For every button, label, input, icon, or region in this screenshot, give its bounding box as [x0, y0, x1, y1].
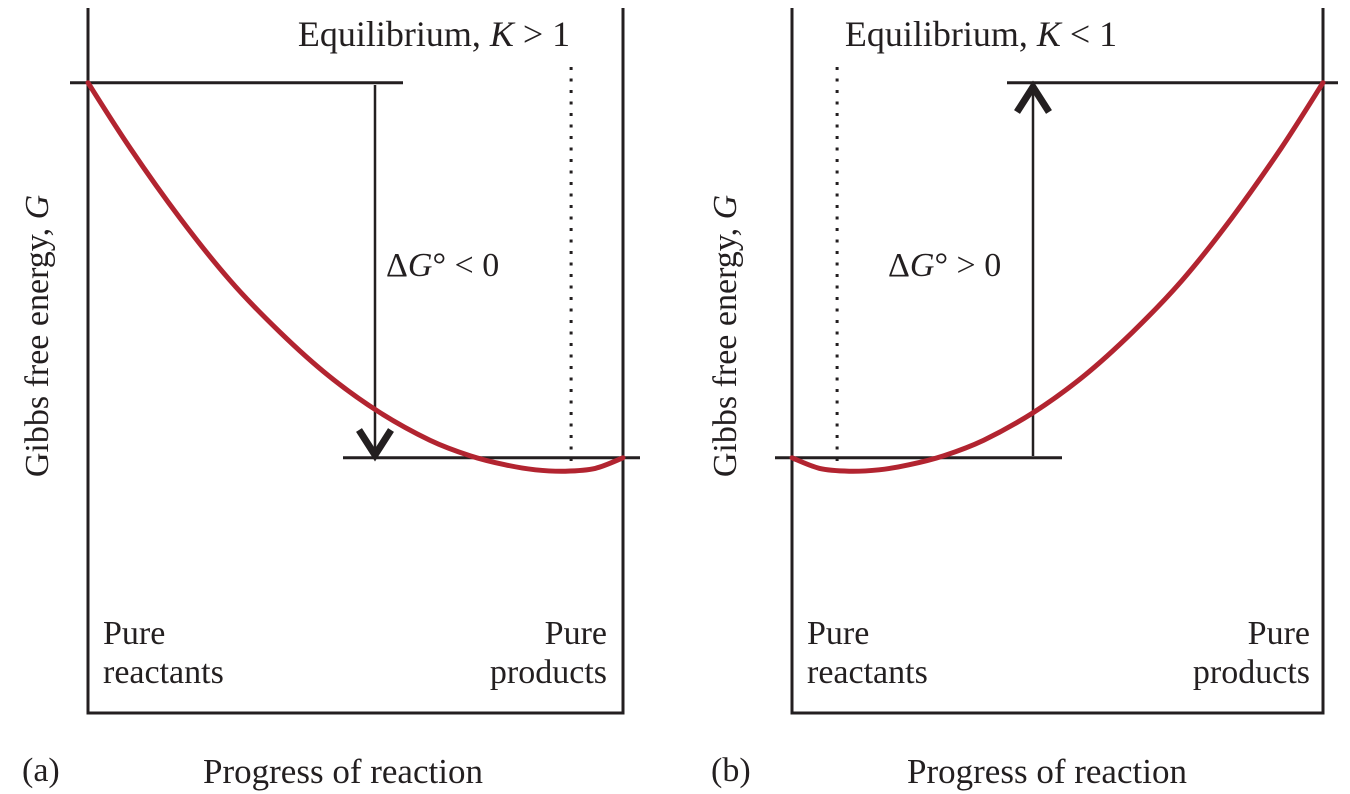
panel-a-pure-reactants-line1: Pure: [103, 615, 166, 652]
gibbs-curve-b: [789, 80, 1326, 474]
panel-a-title-k-symbol: K: [489, 14, 514, 54]
panel-b-x-axis-label: Progress of reaction: [907, 752, 1187, 791]
panel-b-pure-reactants-label: Pure reactants: [807, 614, 928, 692]
delta-g-arrow-b: [1014, 80, 1052, 456]
panel-a-x-axis-label: Progress of reaction: [203, 752, 483, 791]
panel-b-dg-delta: Δ: [888, 247, 910, 284]
panel-a-pure-reactants-line2: reactants: [103, 654, 224, 691]
panel-a-title-prefix: Equilibrium,: [297, 14, 481, 54]
arrow-head-down-icon: [356, 428, 394, 462]
panel-b-tag: (b): [711, 752, 751, 789]
panel-b-pure-products-line1: Pure: [1247, 615, 1310, 652]
panel-a-ylabel-g-symbol: G: [19, 194, 56, 220]
panel-b-dg-g-symbol: G: [909, 247, 935, 284]
panel-b-pure-reactants-line1: Pure: [807, 615, 870, 652]
panel-b-pure-reactants-line2: reactants: [807, 654, 928, 691]
panel-a-dg-delta: Δ: [386, 247, 408, 284]
gibbs-curve-a: [85, 80, 626, 474]
axes-frame-b: [790, 8, 1325, 715]
panel-a-title-relation: > 1: [522, 14, 571, 54]
panel-b-title-k-symbol: K: [1036, 14, 1061, 54]
panel-a-title: Equilibrium, K > 1: [278, 13, 590, 55]
panel-b-ylabel-text: Gibbs free energy,: [707, 227, 744, 478]
panel-a-delta-g-label: ΔG° < 0: [386, 247, 499, 285]
panel-a-ylabel-text: Gibbs free energy,: [19, 227, 56, 478]
panel-a-pure-reactants-label: Pure reactants: [103, 614, 224, 692]
panel-b-dg-relation: ° > 0: [934, 247, 1002, 284]
panel-a-pure-products-line2: products: [489, 654, 607, 691]
panel-a-dg-relation: ° < 0: [432, 247, 500, 284]
panel-b-y-axis-label: Gibbs free energy, G: [707, 166, 749, 506]
panel-b-title-relation: < 1: [1069, 14, 1118, 54]
panel-b-ylabel-g-symbol: G: [707, 194, 744, 220]
panel-b-pure-products-line2: products: [1192, 654, 1310, 691]
panel-b-pure-products-label: Pure products: [1133, 614, 1310, 692]
arrow-head-up-icon: [1014, 80, 1052, 114]
panel-a-pure-products-line1: Pure: [544, 615, 607, 652]
panel-a-y-axis-label: Gibbs free energy, G: [19, 166, 61, 506]
panel-a-dg-g-symbol: G: [407, 247, 433, 284]
panel-a-tag: (a): [22, 752, 60, 789]
axes-frame-a: [86, 8, 625, 715]
panel-b-title: Equilibrium, K < 1: [825, 13, 1137, 55]
panel-b-delta-g-label: ΔG° > 0: [888, 247, 1001, 285]
panel-a-pure-products-label: Pure products: [430, 614, 607, 692]
delta-g-arrow-a: [356, 85, 394, 462]
panel-b-title-prefix: Equilibrium,: [844, 14, 1028, 54]
